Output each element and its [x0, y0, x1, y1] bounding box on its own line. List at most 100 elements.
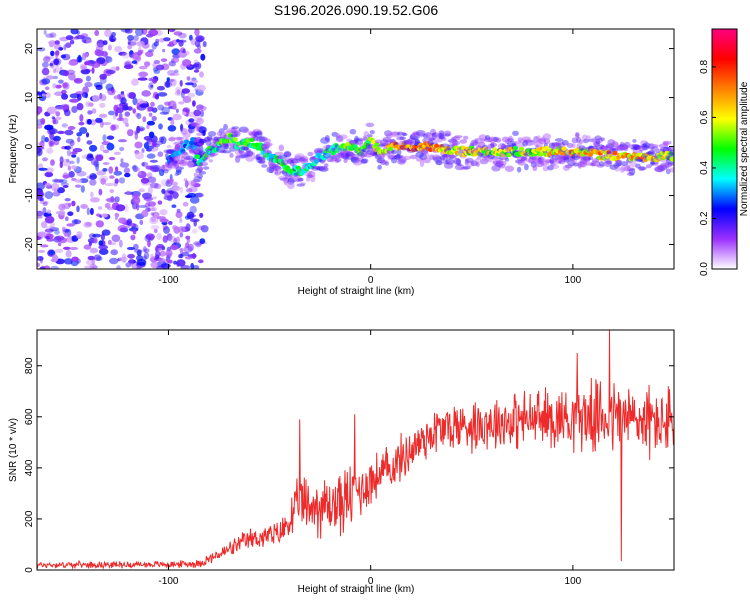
ridge-halo — [305, 177, 311, 182]
ridge-halo — [618, 143, 629, 150]
noise-blob — [190, 79, 199, 84]
ridge-halo — [261, 143, 268, 151]
ridge-halo — [562, 164, 571, 171]
ridge-halo — [615, 146, 620, 151]
noise-blob — [86, 118, 92, 125]
noise-blob — [107, 44, 112, 51]
noise-blob — [136, 265, 141, 269]
noise-blob — [168, 60, 176, 67]
ridge-halo — [506, 140, 517, 147]
noise-blob — [146, 153, 156, 159]
y-tick-label: 0 — [24, 143, 35, 149]
ridge-halo — [348, 140, 357, 145]
ridge-halo — [635, 163, 641, 169]
ridge-halo — [459, 139, 468, 144]
y-tick-label: 10 — [24, 92, 35, 104]
noise-blob — [163, 190, 173, 198]
ridge-core — [506, 152, 512, 158]
noise-blob — [159, 136, 164, 143]
ridge-halo — [396, 148, 402, 156]
noise-blob — [161, 106, 170, 115]
noise-blob — [150, 101, 155, 107]
noise-blob — [137, 50, 143, 56]
noise-blob — [174, 144, 180, 152]
ridge-halo — [294, 177, 300, 183]
ridge-halo — [641, 144, 650, 151]
ridge-halo — [598, 137, 603, 143]
ridge-halo — [558, 158, 563, 164]
ridge-halo — [449, 139, 458, 146]
noise-blob — [45, 235, 50, 240]
noise-blob — [174, 172, 179, 176]
ridge-halo — [163, 149, 174, 154]
ridge-halo — [297, 177, 304, 182]
noise-blob — [155, 38, 160, 44]
ridge-halo — [650, 161, 656, 165]
ridge-halo — [206, 135, 213, 141]
noise-blob — [128, 258, 134, 266]
ridge-halo — [246, 150, 254, 157]
ridge-halo — [351, 153, 360, 161]
ridge-halo — [516, 166, 522, 173]
noise-blob — [105, 56, 113, 63]
ridge-halo — [409, 134, 418, 140]
noise-blob — [141, 162, 145, 167]
noise-blob — [196, 117, 205, 125]
ridge-halo — [448, 154, 457, 159]
ridge-halo — [447, 159, 455, 164]
noise-blob — [59, 210, 66, 216]
ridge-halo — [199, 166, 204, 172]
noise-blob — [176, 259, 186, 267]
noise-blob — [42, 207, 47, 215]
noise-blob — [84, 61, 91, 66]
noise-blob — [53, 75, 59, 80]
noise-blob — [192, 228, 198, 234]
noise-blob — [44, 124, 54, 131]
noise-blob — [101, 95, 107, 101]
ridge-halo — [550, 161, 556, 167]
noise-blob — [185, 235, 191, 240]
ridge-halo — [485, 135, 491, 141]
noise-blob — [127, 39, 131, 45]
ridge-halo — [366, 150, 376, 155]
noise-blob — [124, 111, 131, 117]
noise-blob — [64, 232, 68, 237]
noise-blob — [193, 264, 200, 269]
ridge-halo — [354, 138, 364, 145]
ridge-halo — [242, 128, 250, 134]
ridge-halo — [667, 162, 674, 166]
noise-blob — [67, 144, 73, 150]
ridge-halo — [273, 165, 282, 172]
noise-blob — [77, 136, 81, 143]
noise-blob — [156, 265, 165, 269]
ridge-halo — [617, 162, 622, 166]
noise-blob — [87, 110, 93, 115]
ridge-halo — [350, 156, 358, 163]
ridge-core — [668, 151, 674, 156]
ridge-halo — [203, 137, 214, 142]
ridge-core — [190, 137, 196, 142]
noise-blob — [45, 56, 55, 60]
ridge-halo — [523, 139, 534, 143]
ridge-halo — [218, 128, 225, 134]
noise-blob — [178, 101, 185, 105]
noise-blob — [175, 166, 182, 174]
noise-blob — [65, 250, 72, 258]
ridge-halo — [209, 153, 217, 157]
ridge-halo — [438, 132, 445, 140]
ridge-halo — [640, 140, 648, 146]
noise-blob — [114, 196, 120, 203]
noise-blob — [82, 86, 89, 94]
noise-blob — [104, 182, 115, 187]
noise-blob — [100, 50, 108, 57]
ridge-halo — [241, 145, 248, 151]
ridge-halo — [445, 158, 455, 165]
ridge-halo — [491, 165, 501, 172]
ridge-halo — [349, 128, 357, 135]
ridge-halo — [294, 155, 303, 161]
ridge-halo — [501, 136, 510, 143]
noise-blob — [65, 35, 74, 41]
noise-blob — [138, 71, 149, 78]
ridge-halo — [345, 151, 351, 158]
